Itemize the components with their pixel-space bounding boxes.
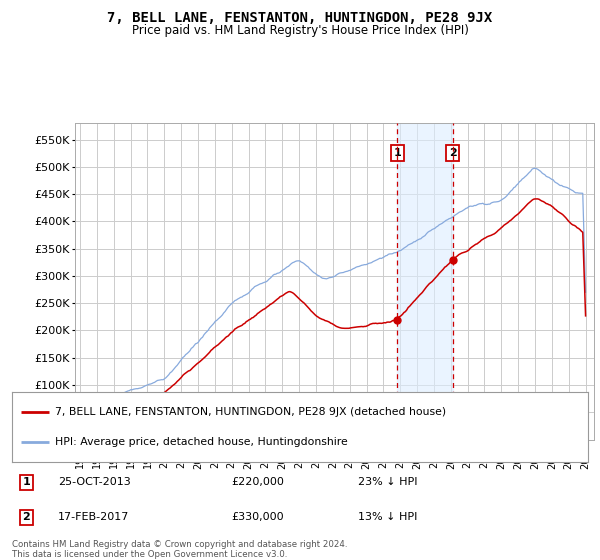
Text: 23% ↓ HPI: 23% ↓ HPI <box>358 477 417 487</box>
Text: £220,000: £220,000 <box>231 477 284 487</box>
Text: 25-OCT-2013: 25-OCT-2013 <box>58 477 131 487</box>
Text: 2: 2 <box>23 512 30 522</box>
Bar <box>397 123 453 440</box>
Text: 2: 2 <box>449 148 457 158</box>
Text: £330,000: £330,000 <box>231 512 284 522</box>
Text: 7, BELL LANE, FENSTANTON, HUNTINGDON, PE28 9JX: 7, BELL LANE, FENSTANTON, HUNTINGDON, PE… <box>107 11 493 25</box>
Text: 17-FEB-2017: 17-FEB-2017 <box>58 512 130 522</box>
Text: 1: 1 <box>394 148 401 158</box>
Text: Contains HM Land Registry data © Crown copyright and database right 2024.
This d: Contains HM Land Registry data © Crown c… <box>12 540 347 559</box>
Text: Price paid vs. HM Land Registry's House Price Index (HPI): Price paid vs. HM Land Registry's House … <box>131 24 469 37</box>
Text: 7, BELL LANE, FENSTANTON, HUNTINGDON, PE28 9JX (detached house): 7, BELL LANE, FENSTANTON, HUNTINGDON, PE… <box>55 407 446 417</box>
Text: 13% ↓ HPI: 13% ↓ HPI <box>358 512 417 522</box>
Text: HPI: Average price, detached house, Huntingdonshire: HPI: Average price, detached house, Hunt… <box>55 437 348 447</box>
Text: 1: 1 <box>23 477 30 487</box>
